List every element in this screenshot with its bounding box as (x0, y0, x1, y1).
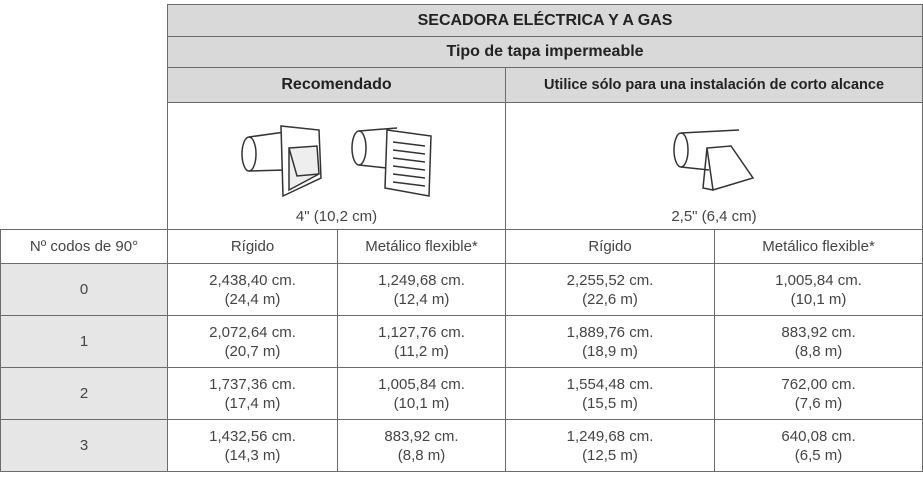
length-cm: 1,432,56 cm. (209, 427, 296, 445)
length-cm: 1,249,68 cm. (378, 271, 465, 289)
length-m: (11,2 m) (394, 342, 449, 360)
length-m: (8,8 m) (794, 342, 843, 360)
length-cm: 762,00 cm. (781, 375, 856, 393)
length-cm: 1,005,84 cm. (378, 375, 465, 393)
length-cm: 1,554,48 cm. (566, 375, 654, 393)
length-cell: 1,554,48 cm. (15,5 m) (505, 367, 715, 420)
length-cell: 883,92 cm. (8,8 m) (337, 419, 506, 472)
length-cm: 2,438,40 cm. (209, 271, 296, 289)
table-row: 2 1,737,36 cm. (17,4 m) 1,005,84 cm. (10,1 m… (0, 367, 923, 420)
length-cell: 1,432,56 cm. (14,3 m) (167, 419, 338, 472)
length-cell: 1,005,84 cm. (10,1 m) (337, 367, 506, 420)
length-m: (7,6 m) (794, 394, 843, 412)
length-m: (18,9 m) (582, 342, 638, 360)
length-m: (22,6 m) (582, 290, 638, 308)
length-cell: 762,00 cm. (7,6 m) (713, 367, 923, 420)
length-cm: 1,737,36 cm. (209, 375, 296, 393)
length-cm: 1,249,68 cm. (566, 427, 654, 445)
length-cell: 1,737,36 cm. (17,4 m) (167, 367, 338, 420)
vent-table: SECADORA ELÉCTRICA Y A GAS Tipo de tapa … (0, 4, 923, 472)
size-label: 4" (10,2 cm) (295, 208, 378, 225)
group-label: Utilice sólo para una instalación de cor… (504, 67, 923, 103)
length-cm: 1,889,76 cm. (566, 323, 654, 341)
elbow-count: 2 (0, 367, 168, 420)
length-cell: 640,08 cm. (6,5 m) (713, 419, 923, 472)
table-row: 0 2,438,40 cm. (24,4 m) 1,249,68 cm. (12,4 m… (0, 263, 923, 316)
length-m: (12,5 m) (582, 446, 638, 464)
length-cell: 1,249,68 cm. (12,5 m) (505, 419, 715, 472)
column-header: Rígido (167, 229, 338, 264)
length-cm: 883,92 cm. (781, 323, 856, 341)
length-cell: 1,249,68 cm. (12,4 m) (337, 263, 506, 316)
length-m: (14,3 m) (224, 446, 281, 464)
length-cell: 1,005,84 cm. (10,1 m) (713, 263, 923, 316)
length-cm: 640,08 cm. (781, 427, 856, 445)
table-row: 1 2,072,64 cm. (20,7 m) 1,127,76 cm. (11,2 m… (0, 315, 923, 368)
length-m: (8,8 m) (397, 446, 446, 464)
length-m: (15,5 m) (582, 394, 638, 412)
length-cell: 1,889,76 cm. (18,9 m) (505, 315, 715, 368)
length-m: (10,1 m) (790, 290, 847, 308)
group-label: Recomendado (167, 67, 506, 103)
length-m: (24,4 m) (224, 290, 281, 308)
elbow-count: 1 (0, 315, 168, 368)
column-header: Rígido (505, 229, 715, 264)
table-row: 3 1,432,56 cm. (14,3 m) 883,92 cm. (8,8 m) 1,… (0, 419, 923, 472)
length-cell: 883,92 cm. (8,8 m) (713, 315, 923, 368)
length-cm: 883,92 cm. (384, 427, 459, 445)
size-label: 2,5" (6,4 cm) (671, 208, 757, 225)
length-m: (10,1 m) (393, 394, 450, 412)
length-cell: 2,255,52 cm. (22,6 m) (505, 263, 715, 316)
column-header: Metálico flexible* (337, 229, 506, 264)
length-m: (12,4 m) (393, 290, 450, 308)
length-m: (17,4 m) (224, 394, 281, 412)
length-cell: 2,072,64 cm. (20,7 m) (167, 315, 338, 368)
length-cell: 2,438,40 cm. (24,4 m) (167, 263, 338, 316)
length-cm: 1,127,76 cm. (378, 323, 465, 341)
vent-icons (240, 125, 432, 198)
elbow-count: 3 (0, 419, 168, 472)
column-header: Metálico flexible* (713, 229, 923, 264)
table-subtitle: Tipo de tapa impermeable (166, 36, 923, 68)
image-cell: 2,5" (6,4 cm) (504, 102, 923, 230)
length-cm: 1,005,84 cm. (775, 271, 862, 289)
length-cell: 1,127,76 cm. (11,2 m) (337, 315, 506, 368)
length-cm: 2,072,64 cm. (209, 323, 296, 341)
vent-icon (673, 129, 755, 191)
length-m: (6,5 m) (794, 446, 843, 464)
elbow-count: 0 (0, 263, 168, 316)
length-cm: 2,255,52 cm. (566, 271, 654, 289)
length-m: (20,7 m) (224, 342, 281, 360)
column-header: Nº codos de 90° (0, 229, 168, 264)
table-body: 0 2,438,40 cm. (24,4 m) 1,249,68 cm. (12,4 m… (0, 263, 923, 472)
image-cell: 4" (10,2 cm) (167, 102, 506, 230)
table-title: SECADORA ELÉCTRICA Y A GAS (166, 4, 923, 37)
